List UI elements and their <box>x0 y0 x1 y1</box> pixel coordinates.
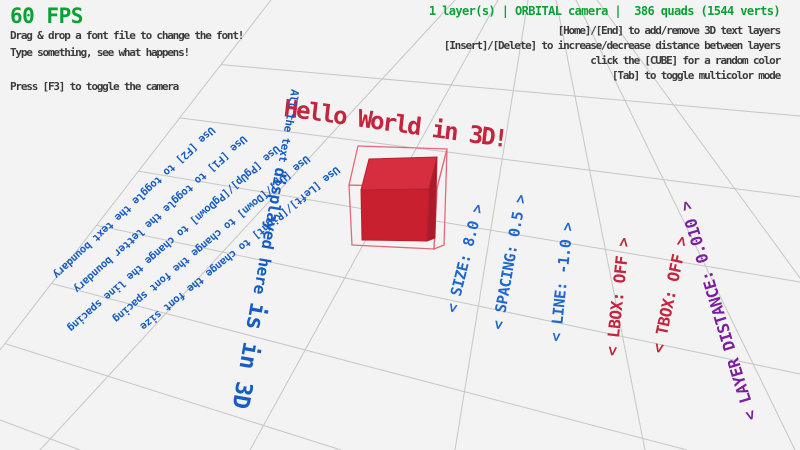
hint-add-remove-layers: [Home]/[End] to add/remove 3D text layer… <box>557 24 782 37</box>
hint-layer-distance-keys: [Insert]/[Delete] to increase/decrease d… <box>443 39 781 52</box>
cube[interactable] <box>348 145 448 250</box>
hint-multicolor-mode: [Tab] to toggle multicolor mode <box>611 69 781 82</box>
hint-type-something: Type something, see what happens! <box>10 46 190 59</box>
hint-click-cube: click the [CUBE] for a random color <box>590 54 781 67</box>
fps-counter: 60 FPS <box>10 4 83 28</box>
status-bar: 1 layer(s) | ORBITAL camera | 386 quads … <box>428 4 781 18</box>
cube-faces <box>360 156 438 242</box>
hint-drag-drop-font: Drag & drop a font file to change the fo… <box>10 29 244 42</box>
hint-toggle-camera: Press [F3] to toggle the camera <box>10 80 179 93</box>
